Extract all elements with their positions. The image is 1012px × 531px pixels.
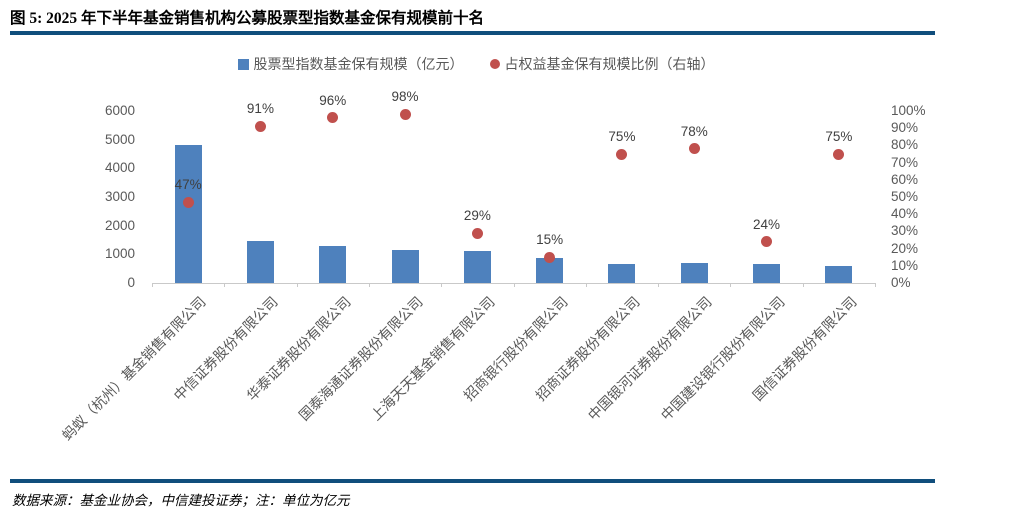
right-axis-tick-label: 90%	[891, 120, 919, 136]
bar	[246, 241, 274, 283]
chart-legend: 股票型指数基金保有规模（亿元） 占权益基金保有规模比例（右轴）	[0, 54, 952, 74]
legend-item-bar-series: 股票型指数基金保有规模（亿元）	[237, 54, 464, 74]
percent-label: 75%	[608, 129, 636, 144]
top-divider	[10, 31, 935, 35]
bar	[825, 265, 853, 283]
left-axis-tick-label: 3000	[104, 189, 135, 204]
right-axis-tick-label: 0%	[891, 275, 911, 290]
x-axis-tick	[658, 283, 660, 287]
category-label: 蚂蚁（杭州）基金销售有限公司	[58, 293, 209, 444]
x-axis-tick	[585, 283, 587, 287]
bar-series-square-icon	[237, 58, 249, 70]
right-axis-tick-label: 80%	[891, 137, 919, 153]
x-axis-tick	[368, 283, 370, 287]
right-axis-tick-label: 20%	[891, 240, 919, 256]
percent-label: 29%	[463, 208, 491, 224]
category-label: 上海天天基金销售有限公司	[367, 293, 499, 424]
right-axis-tick-label: 40%	[891, 206, 919, 222]
x-axis-tick	[875, 283, 876, 287]
percent-label: 98%	[391, 89, 419, 105]
bar	[319, 245, 347, 283]
bar	[174, 145, 202, 283]
percent-label: 47%	[174, 177, 202, 193]
legend-item-dot-series: 占权益基金保有规模比例（右轴）	[489, 54, 715, 74]
x-axis-tick	[802, 283, 804, 287]
legend-label-dot-series: 占权益基金保有规模比例（右轴）	[504, 56, 715, 72]
right-axis-tick-label: 30%	[891, 223, 919, 239]
left-axis-tick-label: 1000	[104, 246, 135, 262]
left-axis-tick-label: 2000	[104, 217, 135, 233]
bar	[608, 263, 636, 283]
x-axis-tick	[224, 283, 226, 287]
left-axis-tick-label: 6000	[104, 103, 135, 118]
right-axis-tick-label: 60%	[891, 171, 919, 187]
x-axis-tick	[152, 283, 153, 287]
percent-dot	[833, 148, 845, 160]
percent-dot	[471, 227, 483, 239]
percent-dot	[254, 120, 266, 132]
x-axis-tick	[730, 283, 732, 287]
right-axis-tick-label: 10%	[891, 257, 919, 273]
x-axis-tick	[513, 283, 515, 287]
percent-dot	[616, 148, 628, 160]
left-axis-tick-label: 4000	[104, 160, 135, 176]
category-label: 国泰海通证券股份有限公司	[295, 293, 426, 424]
percent-label: 75%	[825, 129, 853, 144]
right-axis-tick-label: 100%	[891, 103, 926, 118]
left-axis-tick-label: 5000	[104, 131, 135, 147]
bar	[753, 264, 781, 283]
legend-label-bar-series: 股票型指数基金保有规模（亿元）	[253, 56, 464, 72]
percent-label: 78%	[680, 123, 708, 139]
percent-label: 24%	[753, 216, 781, 232]
category-label: 中国银河证券股份有限公司	[584, 293, 715, 424]
percent-dot	[544, 251, 556, 263]
bar	[680, 263, 708, 283]
x-axis-tick	[441, 283, 443, 287]
x-axis-tick	[296, 283, 298, 287]
bottom-divider	[10, 479, 935, 483]
source-note: 数据来源：基金业协会，中信建投证券；注：单位为亿元	[12, 493, 350, 508]
percent-dot	[182, 196, 194, 208]
percent-dot	[761, 236, 773, 248]
right-axis-tick-label: 50%	[891, 189, 919, 204]
percent-label: 96%	[319, 92, 347, 108]
category-label: 中国建设银行股份有限公司	[657, 293, 788, 424]
percent-dot	[688, 143, 700, 155]
percent-dot	[327, 112, 339, 124]
dot-series-circle-icon	[489, 59, 500, 69]
right-axis-tick-label: 70%	[891, 154, 919, 170]
figure-title: 图 5: 2025 年下半年基金销售机构公募股票型指数基金保有规模前十名	[10, 10, 485, 27]
bar	[463, 251, 491, 283]
percent-label: 91%	[246, 101, 274, 117]
left-axis-tick-label: 0	[127, 275, 135, 290]
bar	[391, 250, 419, 283]
percent-label: 15%	[536, 232, 564, 248]
percent-dot	[399, 108, 411, 120]
